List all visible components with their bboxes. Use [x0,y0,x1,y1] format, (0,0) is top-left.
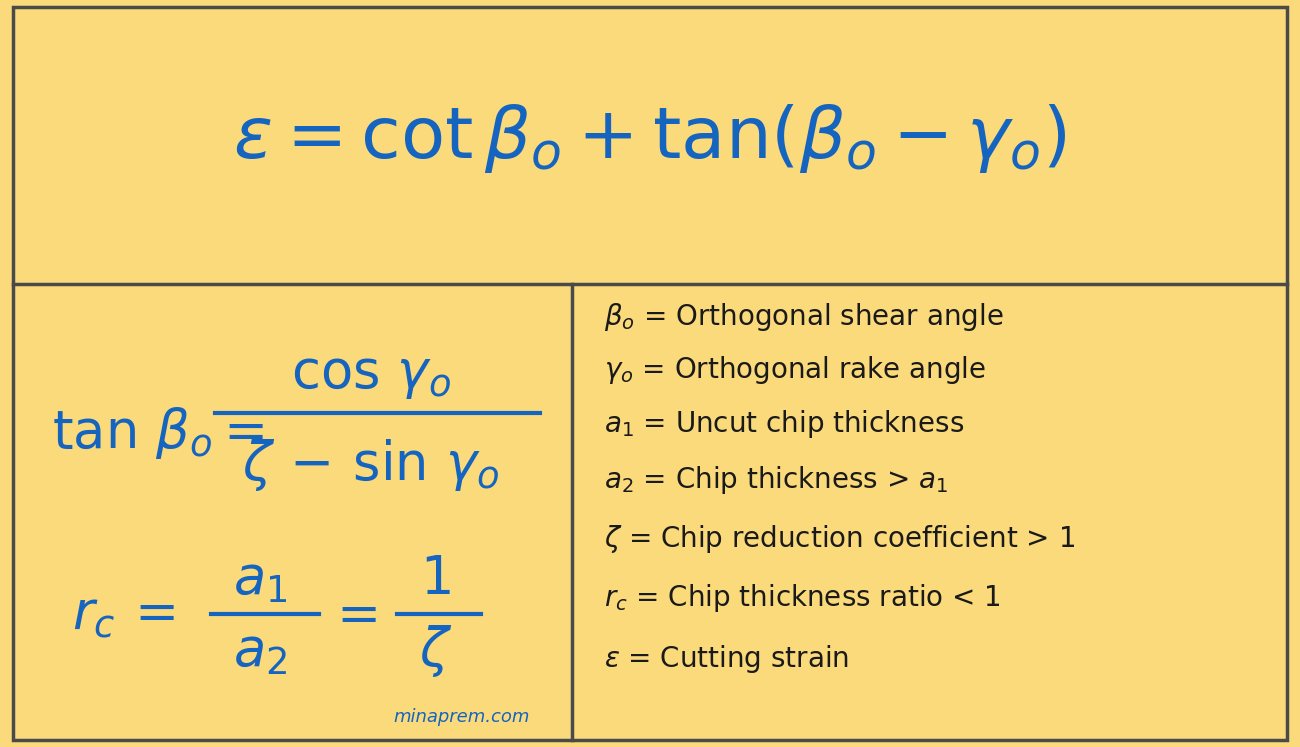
Text: $1$: $1$ [420,553,451,605]
Text: $r_c\,=$: $r_c\,=$ [72,588,174,640]
Text: $a_1$: $a_1$ [233,553,287,605]
Text: $a_1$ = Uncut chip thickness: $a_1$ = Uncut chip thickness [604,409,965,440]
Text: $r_c$ = Chip thickness ratio < 1: $r_c$ = Chip thickness ratio < 1 [604,582,1001,613]
Text: $\gamma_o$ = Orthogonal rake angle: $\gamma_o$ = Orthogonal rake angle [604,354,987,385]
Text: $=$: $=$ [325,588,377,640]
Text: $a_2$ = Chip thickness > $a_1$: $a_2$ = Chip thickness > $a_1$ [604,464,948,495]
Text: $\varepsilon = \cot\beta_o + \tan(\beta_o - \gamma_o)$: $\varepsilon = \cot\beta_o + \tan(\beta_… [233,102,1067,175]
Text: $\zeta$ = Chip reduction coefficient > 1: $\zeta$ = Chip reduction coefficient > 1 [604,524,1075,555]
Text: $\tan\,\beta_o =$: $\tan\,\beta_o =$ [52,406,264,461]
Text: $\beta_o$ = Orthogonal shear angle: $\beta_o$ = Orthogonal shear angle [604,302,1004,333]
Text: $a_2$: $a_2$ [233,625,287,678]
Text: minaprem.com: minaprem.com [394,708,529,726]
Text: $\zeta\,-\,\sin\,\gamma_o$: $\zeta\,-\,\sin\,\gamma_o$ [242,437,499,492]
FancyBboxPatch shape [13,7,1287,740]
Text: $\cos\,\gamma_o$: $\cos\,\gamma_o$ [290,349,451,401]
Text: $\zeta$: $\zeta$ [419,624,452,679]
Text: $\varepsilon$ = Cutting strain: $\varepsilon$ = Cutting strain [604,643,850,675]
